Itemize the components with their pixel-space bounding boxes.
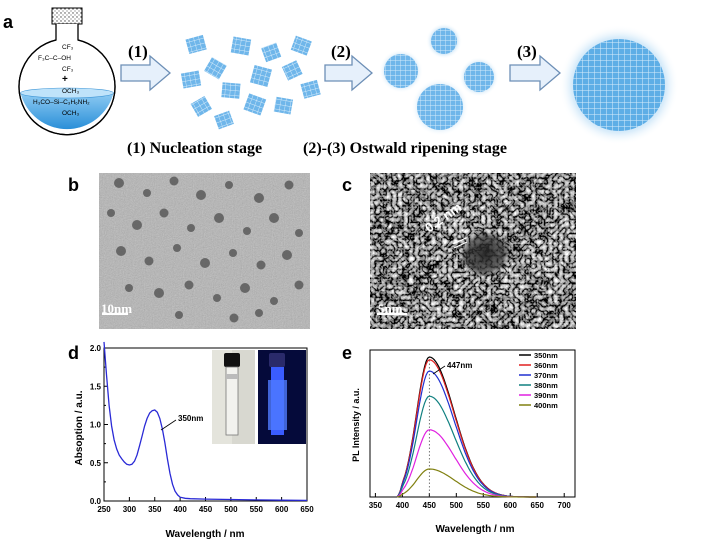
pl-x-tick-label: 350 <box>369 501 383 510</box>
absorption-y-tick-label: 0.0 <box>90 497 102 506</box>
arrow-2 <box>324 54 374 92</box>
scale-label-c: 5nm <box>378 301 403 316</box>
pl-legend-label: 360nm <box>534 361 558 370</box>
absorption-x-tick-label: 600 <box>275 505 289 514</box>
absorption-x-tick-label: 400 <box>173 505 187 514</box>
arrow-3 <box>509 54 562 92</box>
flask-cf3-top: CF₃ <box>62 44 74 51</box>
absorption-x-tick-label: 450 <box>199 505 213 514</box>
absorption-x-tick-label: 250 <box>97 505 111 514</box>
scale-label-b: 10nm <box>101 301 133 316</box>
ripening-stage-label: (2)-(3) Ostwald ripening stage <box>303 140 507 157</box>
step-label-1: (1) <box>128 42 148 61</box>
pl-peak-annotation: 447nm <box>432 361 472 375</box>
pl-legend-label: 370nm <box>534 371 558 380</box>
absorption-y-tick-label: 1.0 <box>90 421 102 430</box>
absorption-x-tick-label: 500 <box>224 505 238 514</box>
panel-label-c: c <box>342 175 353 195</box>
step-label-3: (3) <box>517 42 537 61</box>
pl-legend-label: 350nm <box>534 351 558 360</box>
flask-och3-bottom: OCH₃ <box>62 110 79 117</box>
pl-legend-label: 400nm <box>534 401 558 410</box>
absorption-chart: 250 300 350 400 450 500 550 600 650 0.0 0.5 1.0 1.5 2… <box>74 341 314 540</box>
absorption-series-line <box>103 341 308 502</box>
pl-legend-label: 380nm <box>534 381 558 390</box>
nuclei-clusters <box>180 34 321 130</box>
panel-label-a: a <box>3 12 14 32</box>
vial-photo-inset <box>212 350 306 444</box>
pl-x-tick-label: 650 <box>531 501 545 510</box>
tem-b-texture <box>99 173 310 329</box>
panel-label-d: d <box>68 343 79 363</box>
arrow-1 <box>120 54 172 92</box>
final-sphere <box>559 25 679 145</box>
absorption-y-axis-label: Absoption / a.u. <box>74 390 85 465</box>
nucleation-stage-label: (1) Nucleation stage <box>127 140 263 157</box>
flask-plus: + <box>62 74 68 85</box>
flask-cf3-bottom: CF₃ <box>62 66 74 73</box>
ripening-spheres <box>379 23 499 136</box>
pl-x-tick-label: 700 <box>558 501 572 510</box>
pl-x-tick-label: 600 <box>504 501 518 510</box>
flask-silane: H₃CO–Si–C₃H₆NH₂ <box>33 99 90 106</box>
step-label-2: (2) <box>331 42 351 61</box>
flask-och3-top: OCH₃ <box>62 88 79 95</box>
absorption-x-axis-label: Wavelength / nm <box>165 529 244 540</box>
tem-c-texture <box>370 173 576 329</box>
flask-alcohol: F₃C–C–OH <box>38 55 71 62</box>
pl-x-axis-label: Wavelength / nm <box>435 524 514 535</box>
pl-x-tick-label: 450 <box>423 501 437 510</box>
pl-plot-frame <box>369 349 576 498</box>
panel-label-e: e <box>342 343 353 363</box>
absorption-y-tick-label: 2.0 <box>90 344 102 353</box>
pl-y-axis-label: PL Intensity / a.u. <box>351 388 361 462</box>
absorption-peak-annotation: 350nm <box>160 414 203 431</box>
tem-image-b: 10nm <box>99 173 310 329</box>
pl-x-tick-label: 550 <box>477 501 491 510</box>
absorption-x-tick-label: 650 <box>300 505 314 514</box>
absorption-y-tick-label: 1.5 <box>90 382 102 391</box>
scale-bar-b <box>102 313 128 315</box>
pl-legend-label: 390nm <box>534 391 558 400</box>
pl-chart: 350 400 450 500 550 600 650 700 Wavelength / nm… <box>351 349 576 535</box>
absorption-y-tick-label: 0.5 <box>90 459 102 468</box>
pl-series-line <box>396 468 537 498</box>
synthesis-scheme: CF₃ F₃C–C–OH CF₃ + OCH₃ H₃CO–Si–C₃H₆NH₂ … <box>18 7 679 145</box>
panel-label-b: b <box>68 175 79 195</box>
absorption-x-tick-label: 300 <box>123 505 137 514</box>
flask <box>18 7 116 136</box>
absorption-x-tick-label: 550 <box>250 505 264 514</box>
pl-x-tick-label: 400 <box>396 501 410 510</box>
absorption-peak-label: 350nm <box>178 414 203 423</box>
pl-x-tick-label: 500 <box>450 501 464 510</box>
tem-image-c: 0.2 nm 5nm <box>370 173 576 329</box>
pl-peak-label: 447nm <box>447 361 472 370</box>
scale-bar-c <box>377 313 407 315</box>
absorption-x-tick-label: 350 <box>148 505 162 514</box>
